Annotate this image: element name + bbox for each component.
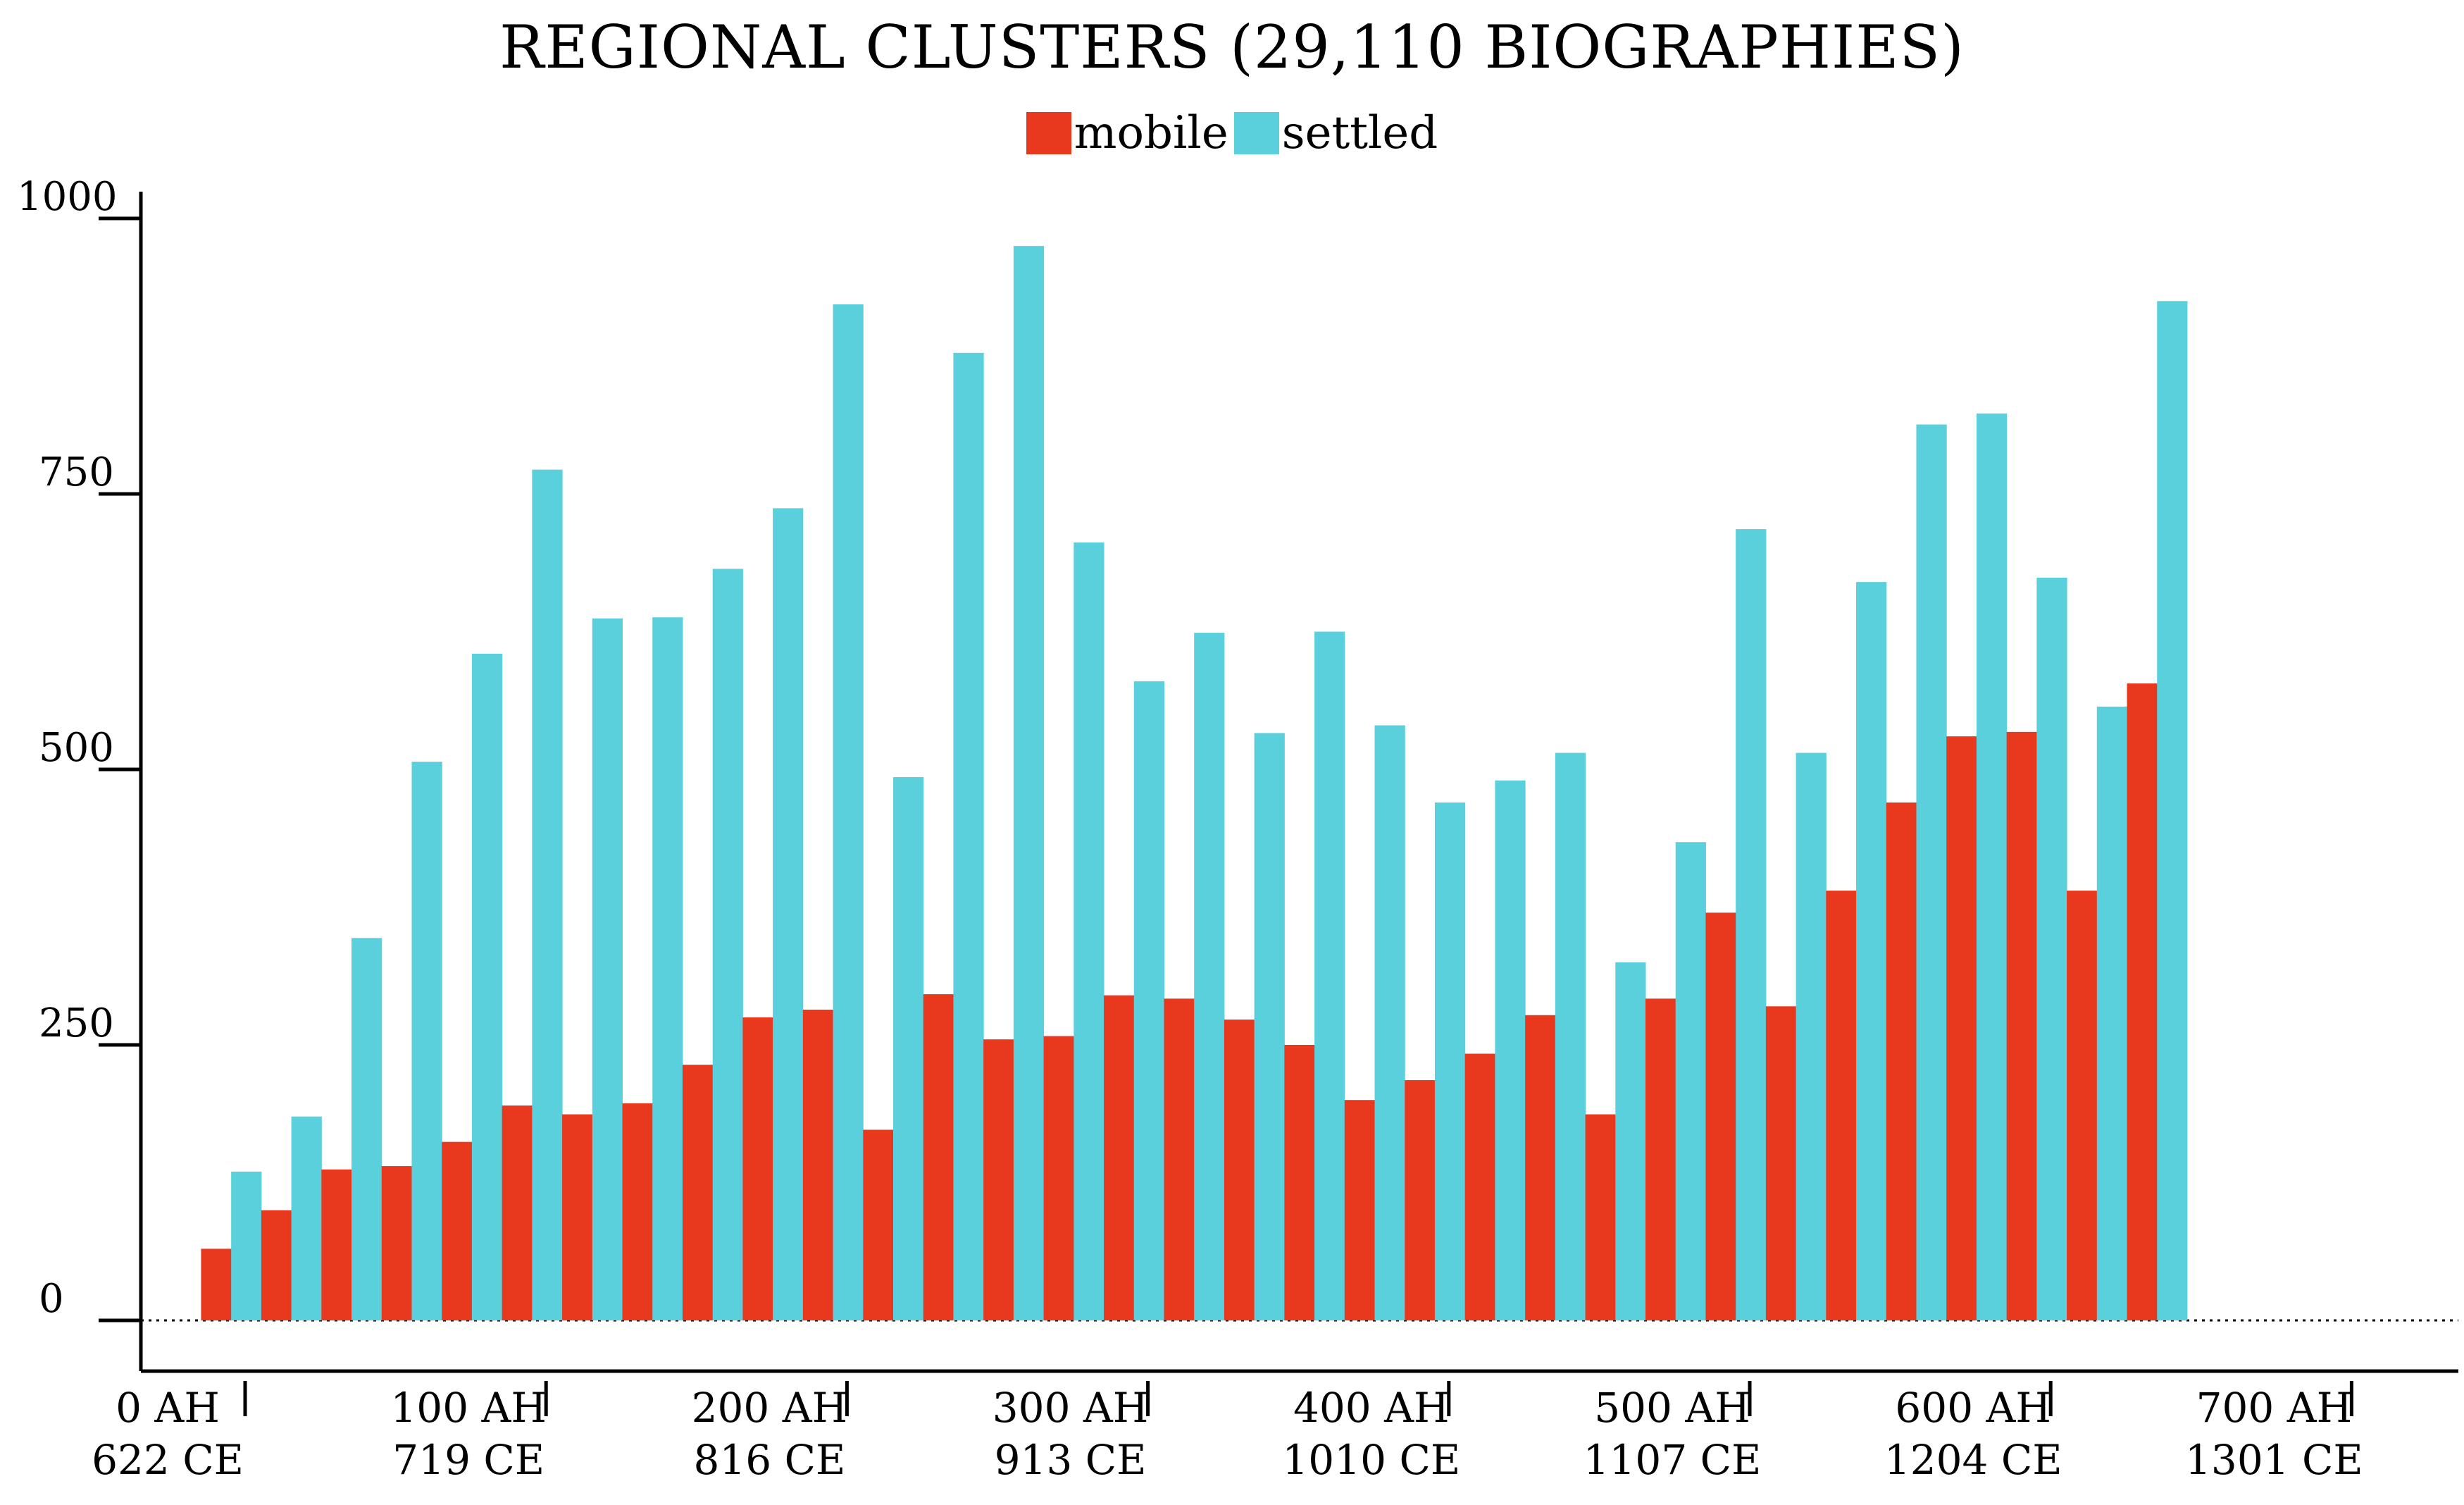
x-tick-label-ce: 816 CE xyxy=(693,1436,845,1484)
legend-swatch-mobile xyxy=(1026,112,1071,154)
x-tick-label-ce: 1301 CE xyxy=(2185,1436,2363,1484)
bar-mobile xyxy=(682,1065,714,1320)
bar-settled xyxy=(1133,681,1164,1320)
bar-settled xyxy=(1495,780,1526,1320)
bar-settled xyxy=(893,776,924,1320)
bar-mobile xyxy=(442,1141,473,1320)
bar-settled xyxy=(1374,725,1405,1320)
bar-settled xyxy=(2157,301,2188,1320)
x-tick-label-ce: 622 CE xyxy=(92,1436,244,1484)
bar-settled xyxy=(1796,752,1827,1320)
bar-mobile xyxy=(1344,1100,1376,1320)
y-tick-label: 0 xyxy=(39,1276,64,1322)
bar-mobile xyxy=(1826,891,1857,1320)
bar-settled xyxy=(1856,582,1887,1320)
bar-settled xyxy=(1675,842,1706,1320)
bar-settled xyxy=(1615,962,1646,1320)
bar-mobile xyxy=(1525,1015,1556,1320)
legend-label-mobile: mobile xyxy=(1074,107,1228,159)
bar-settled xyxy=(411,762,442,1320)
bar-mobile xyxy=(2006,731,2037,1320)
bar-mobile xyxy=(1464,1053,1495,1320)
x-tick-label-ce: 1204 CE xyxy=(1884,1436,2062,1484)
x-tick-label-ah: 400 AH xyxy=(1293,1384,1450,1432)
bar-mobile xyxy=(261,1210,292,1320)
y-tick-label: 250 xyxy=(39,1001,114,1046)
bar-settled xyxy=(1254,733,1285,1320)
bar-settled xyxy=(351,938,382,1320)
bar-mobile xyxy=(622,1103,653,1320)
bar-mobile xyxy=(1705,912,1736,1320)
bar-mobile xyxy=(1946,736,1977,1320)
bar-mobile xyxy=(1043,1036,1074,1320)
bar-mobile xyxy=(2067,891,2098,1320)
x-tick-label-ah: 500 AH xyxy=(1594,1384,1750,1432)
bar-settled xyxy=(231,1171,262,1320)
bar-settled xyxy=(1194,633,1225,1320)
x-tick-label-ce: 1010 CE xyxy=(1282,1436,1460,1484)
legend-item-mobile: mobile xyxy=(1026,107,1228,159)
bar-settled xyxy=(1013,246,1045,1321)
bar-mobile xyxy=(863,1129,894,1320)
x-tick-label-ah: 0 AH xyxy=(116,1384,220,1432)
legend-swatch-settled xyxy=(1233,112,1279,154)
bar-mobile xyxy=(562,1114,593,1320)
x-tick-label-ce: 1107 CE xyxy=(1583,1436,1762,1484)
bar-settled xyxy=(652,617,683,1320)
bar-mobile xyxy=(923,994,954,1320)
bar-settled xyxy=(1916,424,1947,1320)
chart-title: REGIONAL CLUSTERS (29,110 BIOGRAPHIES) xyxy=(499,13,1965,82)
x-tick-label-ah: 200 AH xyxy=(692,1384,848,1432)
bar-mobile xyxy=(1645,998,1676,1320)
bar-mobile xyxy=(742,1017,773,1320)
x-tick-label-ce: 913 CE xyxy=(995,1436,1147,1484)
bar-settled xyxy=(1736,529,1767,1320)
bar-mobile xyxy=(1224,1020,1255,1320)
legend: mobile settled xyxy=(0,107,2464,159)
bar-mobile xyxy=(2127,683,2158,1320)
bar-settled xyxy=(833,304,864,1321)
bar-mobile xyxy=(381,1166,412,1320)
bar-settled xyxy=(532,469,563,1320)
x-tick-label-ah: 700 AH xyxy=(2196,1384,2353,1432)
x-tick-label-ce: 719 CE xyxy=(392,1436,545,1484)
bar-settled xyxy=(2096,706,2128,1320)
bar-mobile xyxy=(1104,995,1135,1320)
y-tick-label: 500 xyxy=(39,725,114,771)
y-tick-label: 1000 xyxy=(17,174,118,220)
x-tick-label-ah: 100 AH xyxy=(390,1384,547,1432)
x-tick-label-ah: 300 AH xyxy=(993,1384,1149,1432)
bar-mobile xyxy=(1284,1045,1315,1320)
bar-settled xyxy=(291,1116,322,1320)
bar-mobile xyxy=(201,1249,232,1320)
y-tick-label: 750 xyxy=(39,450,114,495)
bar-settled xyxy=(592,618,623,1320)
bar-mobile xyxy=(1164,998,1195,1320)
bar-mobile xyxy=(502,1105,533,1320)
legend-item-settled: settled xyxy=(1233,107,1438,159)
bar-settled xyxy=(773,508,804,1320)
bar-mobile xyxy=(983,1039,1014,1320)
legend-label-settled: settled xyxy=(1281,107,1438,159)
bar-mobile xyxy=(1886,802,1917,1320)
bar-settled xyxy=(712,569,743,1320)
bar-settled xyxy=(471,653,503,1320)
bar-settled xyxy=(1555,752,1586,1320)
bar-mobile xyxy=(321,1169,352,1320)
bar-mobile xyxy=(802,1009,834,1320)
bar-mobile xyxy=(1405,1080,1436,1320)
bar-settled xyxy=(1074,542,1105,1321)
bar-settled xyxy=(1314,631,1345,1320)
x-tick-label-ah: 600 AH xyxy=(1895,1384,2051,1432)
bar-mobile xyxy=(1585,1114,1616,1320)
bar-mobile xyxy=(1765,1006,1797,1320)
bar-settled xyxy=(2036,577,2067,1320)
bar-settled xyxy=(1434,802,1466,1320)
bar-settled xyxy=(1976,413,2008,1320)
bar-settled xyxy=(953,352,984,1321)
